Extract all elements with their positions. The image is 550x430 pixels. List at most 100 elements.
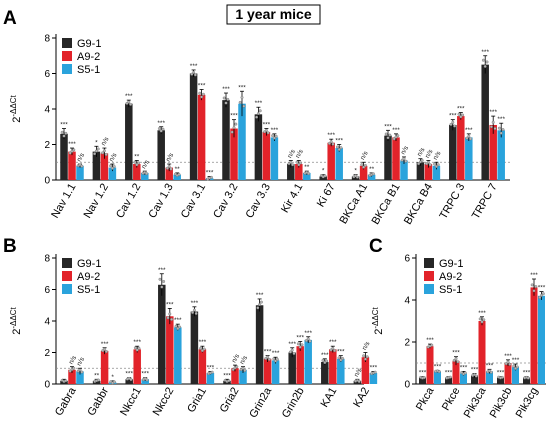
- category-label: Grin2a: [247, 385, 274, 420]
- replicate-dot: [417, 162, 421, 166]
- replicate-dot: [200, 95, 204, 99]
- bar-A9-2: [197, 94, 206, 180]
- replicate-dot: [363, 357, 367, 361]
- y-axis-label: 2-ΔΔCt: [9, 94, 23, 122]
- replicate-dot: [308, 339, 312, 343]
- significance-label: n/s: [353, 367, 364, 379]
- bar-A9-2: [165, 167, 173, 180]
- replicate-dot: [240, 96, 244, 99]
- replicate-dot: [402, 157, 406, 161]
- significance-label: ***: [486, 362, 494, 369]
- significance-label: ***: [530, 272, 538, 279]
- replicate-dot: [271, 134, 275, 138]
- significance-label: *: [111, 374, 114, 381]
- replicate-dot: [329, 140, 333, 144]
- bar-S5-1: [238, 103, 246, 180]
- figure-title: 1 year mice: [235, 6, 311, 22]
- significance-label: n/s: [400, 144, 411, 156]
- significance-label: ***: [489, 109, 497, 116]
- panel-letter-c: C: [369, 236, 383, 257]
- replicate-dot: [267, 357, 271, 361]
- bar-A9-2: [504, 363, 512, 384]
- bar-G9-1: [449, 124, 457, 180]
- significance-label: n/s: [432, 150, 443, 162]
- replicate-dot: [299, 161, 303, 165]
- significance-label: n/s: [100, 135, 111, 147]
- significance-label: n/s: [424, 148, 435, 160]
- replicate-dot: [339, 358, 343, 362]
- replicate-dot: [161, 127, 165, 131]
- replicate-dot: [258, 109, 262, 113]
- replicate-dot: [499, 131, 503, 135]
- significance-label: ***: [264, 349, 272, 356]
- significance-label: ***: [141, 371, 149, 378]
- category-label: Pkca: [414, 385, 437, 413]
- significance-label: ***: [426, 337, 434, 344]
- replicate-dot: [448, 375, 452, 379]
- bar-G9-1: [288, 352, 296, 384]
- y-tick-label: 0: [44, 380, 50, 391]
- bar-S5-1: [206, 372, 215, 384]
- legend-swatch-G9-1: [62, 258, 72, 268]
- replicate-dot: [532, 289, 536, 293]
- bar-G9-1: [222, 100, 230, 180]
- bar-A9-2: [198, 349, 207, 384]
- replicate-dot: [327, 141, 331, 145]
- replicate-dot: [235, 365, 239, 369]
- significance-label: ***: [68, 141, 76, 148]
- significance-label: ***: [327, 132, 335, 139]
- replicate-dot: [454, 357, 458, 361]
- replicate-dot: [80, 164, 84, 168]
- replicate-dot: [60, 130, 64, 134]
- bar-A9-2: [100, 350, 109, 384]
- significance-label: ***: [392, 127, 400, 134]
- bar-A9-2: [262, 132, 271, 180]
- replicate-dot: [337, 148, 341, 151]
- replicate-dot: [272, 357, 276, 361]
- bar-A9-2: [263, 358, 272, 384]
- replicate-dot: [396, 134, 400, 138]
- replicate-dot: [392, 137, 396, 141]
- replicate-dot: [515, 365, 519, 369]
- bar-S5-1: [141, 172, 149, 180]
- category-label: Pik3cg: [514, 386, 541, 421]
- legend-label-A9-2: A9-2: [77, 271, 100, 283]
- replicate-dot: [266, 355, 270, 359]
- replicate-dot: [386, 136, 390, 140]
- replicate-dot: [337, 356, 341, 360]
- significance-label: n/s: [286, 148, 297, 160]
- significance-label: ***: [101, 341, 109, 348]
- significance-label: ***: [166, 301, 174, 308]
- significance-label: n/s: [239, 354, 250, 366]
- category-label: Gria2: [218, 386, 242, 415]
- significance-label: ***: [60, 122, 68, 129]
- replicate-dot: [534, 285, 538, 289]
- replicate-dot: [256, 306, 260, 310]
- replicate-dot: [453, 124, 457, 128]
- bar-A9-2: [68, 369, 76, 384]
- replicate-dot: [133, 160, 137, 164]
- category-label: Cav 1.3: [146, 182, 175, 221]
- significance-label: ***: [222, 86, 230, 93]
- replicate-dot: [339, 146, 343, 150]
- replicate-dot: [166, 316, 170, 320]
- significance-label: ***: [497, 370, 505, 377]
- replicate-dot: [168, 312, 172, 316]
- replicate-dot: [290, 348, 294, 352]
- significance-label: ***: [478, 310, 486, 317]
- category-label: Pkce: [440, 386, 463, 413]
- significance-label: ***: [452, 350, 460, 357]
- replicate-dot: [362, 165, 366, 169]
- replicate-dot: [193, 73, 197, 77]
- significance-label: *: [354, 168, 357, 175]
- bar-G9-1: [481, 64, 489, 180]
- replicate-dot: [137, 346, 141, 350]
- significance-label: ***: [419, 370, 427, 377]
- legend-label-S5-1: S5-1: [439, 284, 462, 296]
- significance-label: ***: [230, 113, 238, 120]
- significance-label: ***: [457, 106, 465, 113]
- bar-G9-1: [189, 73, 198, 180]
- category-label: Cav 1.2: [114, 182, 143, 221]
- replicate-dot: [110, 166, 114, 170]
